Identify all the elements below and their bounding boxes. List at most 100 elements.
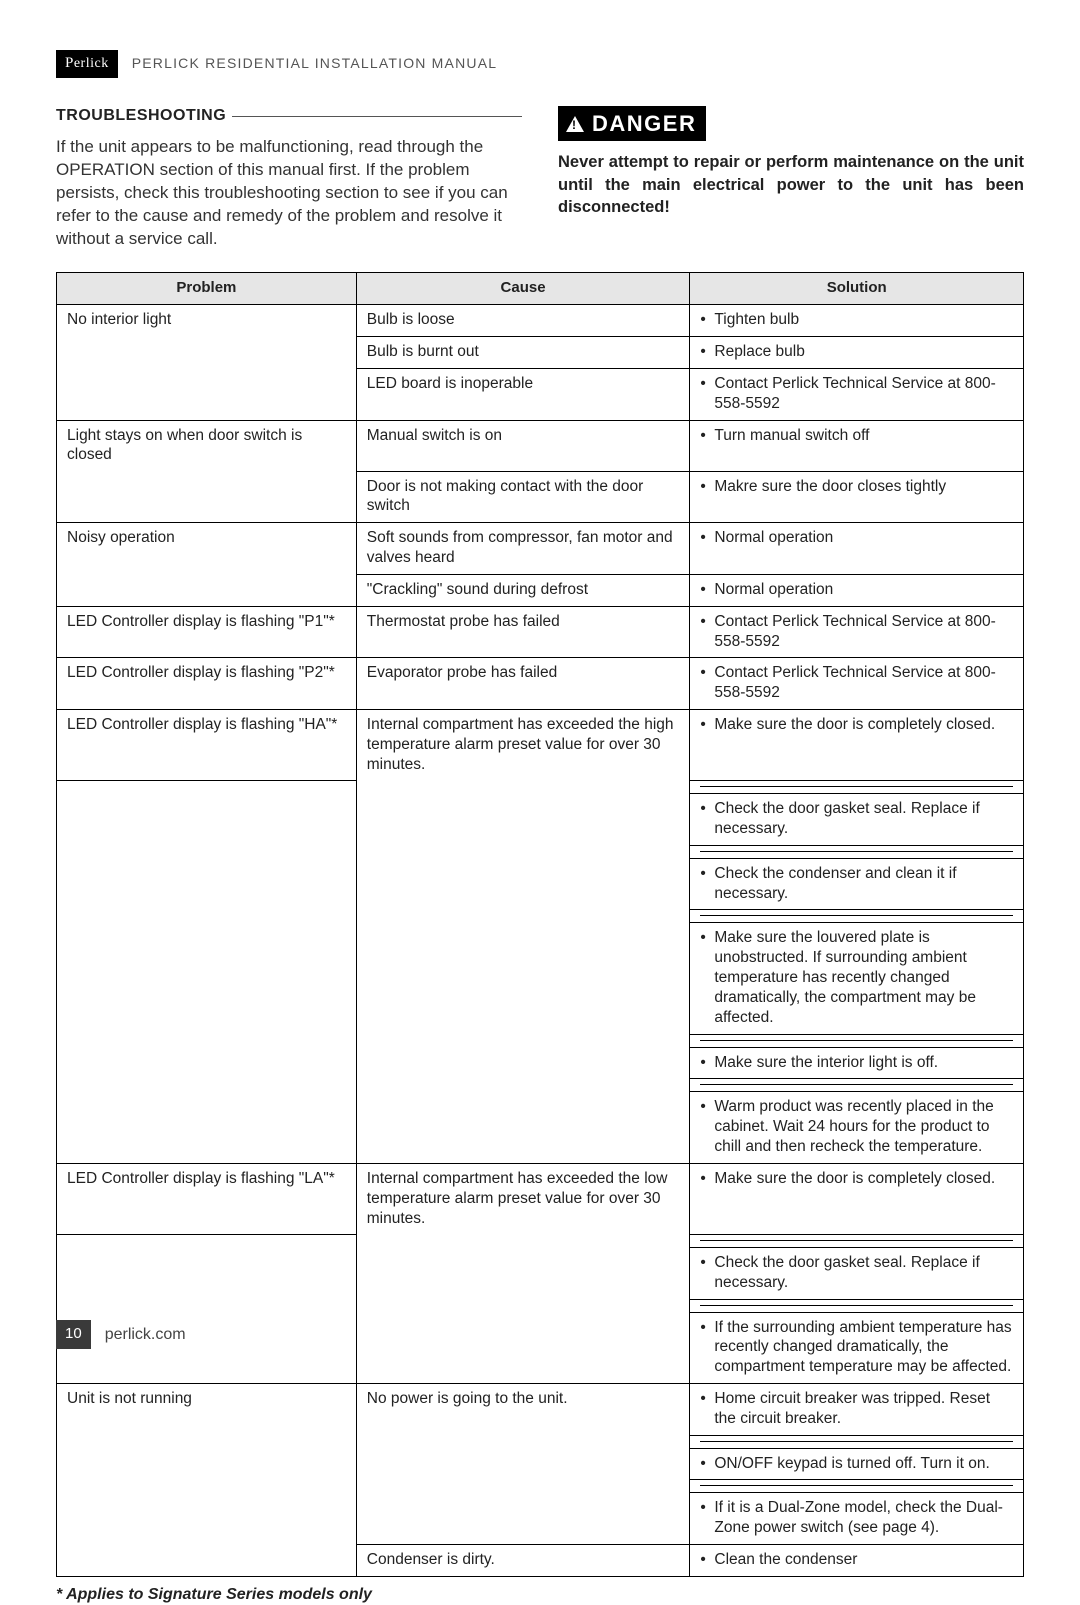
- table-row: Light stays on when door switch is close…: [57, 420, 1024, 471]
- table-row: Condenser is dirty. Clean the condenser: [57, 1545, 1024, 1577]
- cell-cause: Thermostat probe has failed: [356, 606, 690, 658]
- table-row: LED Controller display is flashing "LA"*…: [57, 1163, 1024, 1234]
- brand-logo: Perlick: [56, 50, 118, 78]
- solution-item: If the surrounding ambient temperature h…: [700, 1318, 1013, 1377]
- cell-solution: Normal operation: [690, 574, 1024, 606]
- cell-problem: Light stays on when door switch is close…: [57, 420, 357, 471]
- intro-text: If the unit appears to be malfunctioning…: [56, 136, 522, 251]
- solution-item: Contact Perlick Technical Service at 800…: [700, 374, 1013, 414]
- cell-cause: Internal compartment has exceeded the hi…: [356, 710, 690, 781]
- danger-text: Never attempt to repair or perform maint…: [558, 151, 1024, 218]
- solution-item: If it is a Dual-Zone model, check the Du…: [700, 1498, 1013, 1538]
- cell-cause: Bulb is burnt out: [356, 337, 690, 369]
- table-row: Unit is not runningNo power is going to …: [57, 1383, 1024, 1435]
- footnote: * Applies to Signature Series models onl…: [56, 1585, 1024, 1605]
- cell-solution: Make sure the door is completely closed.: [690, 1163, 1024, 1234]
- solution-item: Normal operation: [700, 580, 1013, 600]
- cell-cause: Evaporator probe has failed: [356, 658, 690, 710]
- solution-item: Turn manual switch off: [700, 426, 1013, 446]
- cell-solution: Turn manual switch off: [690, 420, 1024, 471]
- solution-item: ON/OFF keypad is turned off. Turn it on.: [700, 1454, 1013, 1474]
- cell-cause: Manual switch is on: [356, 420, 690, 471]
- cell-cause: Door is not making contact with the door…: [356, 471, 690, 523]
- footer-url: perlick.com: [105, 1325, 186, 1345]
- cell-problem: No interior light: [57, 305, 357, 337]
- cell-cause: Condenser is dirty.: [356, 1545, 690, 1577]
- th-solution: Solution: [690, 273, 1024, 305]
- danger-label: DANGER: [592, 110, 696, 138]
- solution-item: Clean the condenser: [700, 1550, 1013, 1570]
- table-row: Noisy operationSoft sounds from compress…: [57, 523, 1024, 575]
- troubleshooting-table: Problem Cause Solution No interior light…: [56, 272, 1024, 1577]
- table-row: Warm product was recently placed in the …: [57, 1092, 1024, 1163]
- cell-problem: [57, 574, 357, 606]
- cell-solution: Makre sure the door closes tightly: [690, 471, 1024, 523]
- solution-item: Make sure the louvered plate is unobstru…: [700, 928, 1013, 1027]
- page-number: 10: [56, 1320, 91, 1349]
- cell-problem: Unit is not running: [57, 1383, 357, 1435]
- cell-problem: [57, 337, 357, 369]
- section-title: TROUBLESHOOTING: [56, 106, 522, 126]
- solution-item: Check the door gasket seal. Replace if n…: [700, 799, 1013, 839]
- warning-icon: !: [566, 116, 584, 132]
- th-cause: Cause: [356, 273, 690, 305]
- cell-problem: LED Controller display is flashing "P2"*: [57, 658, 357, 710]
- section-title-text: TROUBLESHOOTING: [56, 106, 226, 126]
- solution-item: Warm product was recently placed in the …: [700, 1097, 1013, 1156]
- table-row: Bulb is burnt out Replace bulb: [57, 337, 1024, 369]
- table-row: No interior lightBulb is loose Tighten bu…: [57, 305, 1024, 337]
- cell-solution: Tighten bulb: [690, 305, 1024, 337]
- cell-cause: Soft sounds from compressor, fan motor a…: [356, 523, 690, 575]
- cell-solution: Make sure the door is completely closed.: [690, 710, 1024, 781]
- table-row: LED Controller display is flashing "HA"*…: [57, 710, 1024, 781]
- solution-item: Check the condenser and clean it if nece…: [700, 864, 1013, 904]
- section-title-rule: [232, 116, 522, 117]
- page-footer: 10 perlick.com: [56, 1320, 186, 1349]
- table-row: Make sure the louvered plate is unobstru…: [57, 923, 1024, 1034]
- cell-cause: No power is going to the unit.: [356, 1383, 690, 1435]
- cell-problem: [57, 1545, 357, 1577]
- table-row: LED Controller display is flashing "P1"*…: [57, 606, 1024, 658]
- cell-problem: LED Controller display is flashing "HA"*: [57, 710, 357, 781]
- cell-solution: Normal operation: [690, 523, 1024, 575]
- danger-badge: ! DANGER: [558, 106, 706, 142]
- th-problem: Problem: [57, 273, 357, 305]
- cell-problem: LED Controller display is flashing "P1"*: [57, 606, 357, 658]
- cell-solution: Home circuit breaker was tripped. Reset …: [690, 1383, 1024, 1435]
- cell-cause: Internal compartment has exceeded the lo…: [356, 1163, 690, 1234]
- doc-title: PERLICK RESIDENTIAL INSTALLATION MANUAL: [132, 55, 498, 73]
- cell-solution: Contact Perlick Technical Service at 800…: [690, 658, 1024, 710]
- solution-item: Contact Perlick Technical Service at 800…: [700, 612, 1013, 652]
- table-row: LED board is inoperableContact Perlick T…: [57, 368, 1024, 420]
- table-row: Make sure the interior light is off.: [57, 1047, 1024, 1079]
- table-row: Check the door gasket seal. Replace if n…: [57, 794, 1024, 846]
- cell-cause: LED board is inoperable: [356, 368, 690, 420]
- cell-problem: LED Controller display is flashing "LA"*: [57, 1163, 357, 1234]
- table-row: Check the condenser and clean it if nece…: [57, 858, 1024, 910]
- cell-solution: Contact Perlick Technical Service at 800…: [690, 606, 1024, 658]
- doc-header: Perlick PERLICK RESIDENTIAL INSTALLATION…: [56, 50, 1024, 78]
- cell-problem: [57, 368, 357, 420]
- solution-item: Contact Perlick Technical Service at 800…: [700, 663, 1013, 703]
- table-row: If the surrounding ambient temperature h…: [57, 1312, 1024, 1383]
- cell-cause: Bulb is loose: [356, 305, 690, 337]
- cell-problem: [57, 471, 357, 523]
- table-row: Door is not making contact with the door…: [57, 471, 1024, 523]
- cell-solution: Contact Perlick Technical Service at 800…: [690, 368, 1024, 420]
- cell-problem: Noisy operation: [57, 523, 357, 575]
- solution-item: Normal operation: [700, 528, 1013, 548]
- solution-item: Home circuit breaker was tripped. Reset …: [700, 1389, 1013, 1429]
- solution-item: Tighten bulb: [700, 310, 1013, 330]
- table-row: "Crackling" sound during defrost Normal o…: [57, 574, 1024, 606]
- cell-solution: Replace bulb: [690, 337, 1024, 369]
- solution-item: Makre sure the door closes tightly: [700, 477, 1013, 497]
- cell-cause: "Crackling" sound during defrost: [356, 574, 690, 606]
- solution-item: Make sure the door is completely closed.: [700, 715, 1013, 735]
- solution-item: Replace bulb: [700, 342, 1013, 362]
- solution-item: Check the door gasket seal. Replace if n…: [700, 1253, 1013, 1293]
- solution-item: Make sure the door is completely closed.: [700, 1169, 1013, 1189]
- solution-item: Make sure the interior light is off.: [700, 1053, 1013, 1073]
- table-row: Check the door gasket seal. Replace if n…: [57, 1247, 1024, 1299]
- cell-solution: Clean the condenser: [690, 1545, 1024, 1577]
- table-row: LED Controller display is flashing "P2"*…: [57, 658, 1024, 710]
